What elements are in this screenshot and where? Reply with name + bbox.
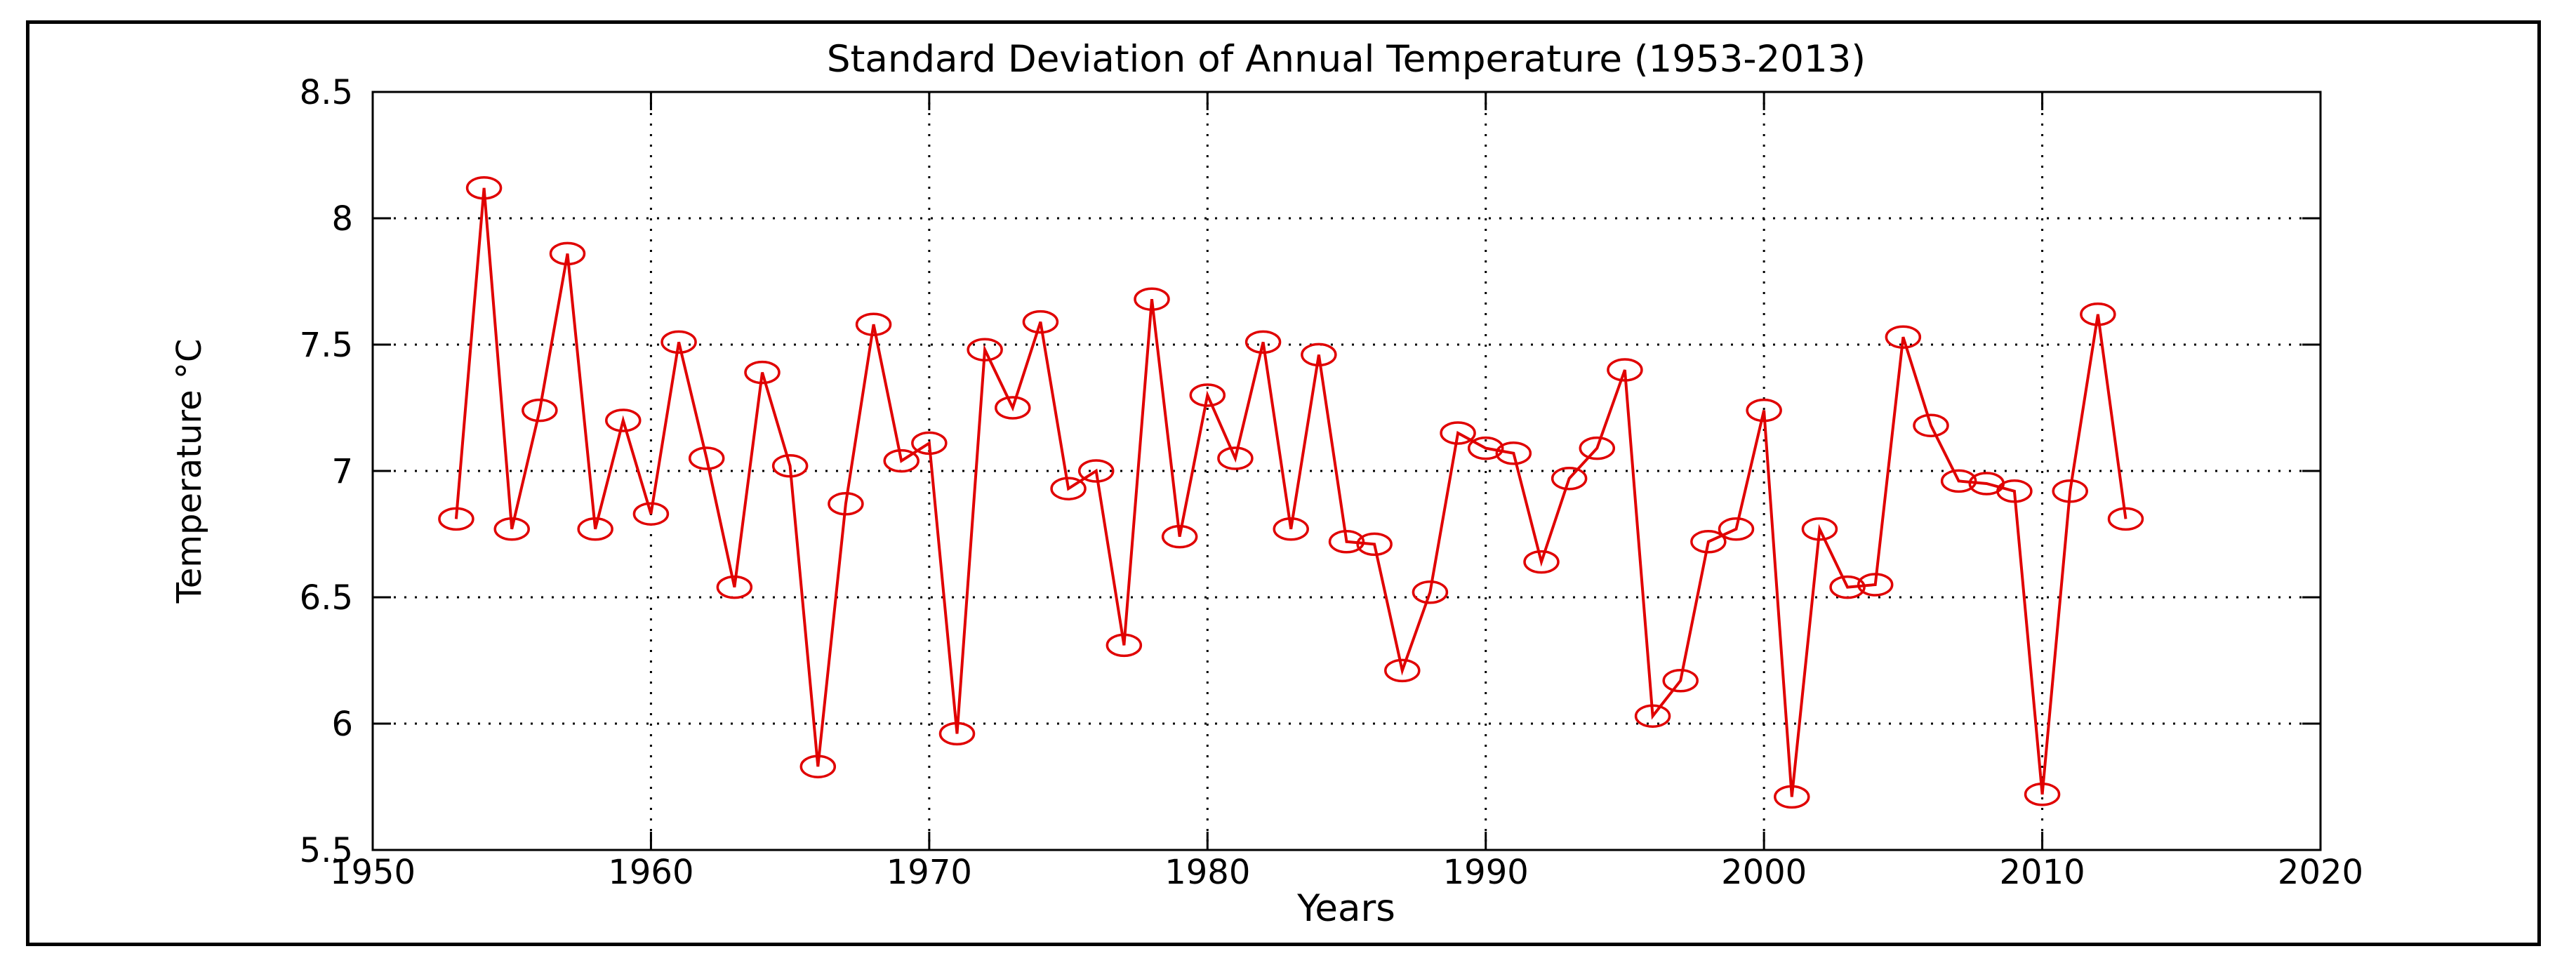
chart-title: Standard Deviation of Annual Temperature… bbox=[827, 38, 1866, 81]
data-point bbox=[1217, 446, 1254, 470]
data-point bbox=[1607, 358, 1643, 382]
data-point bbox=[1801, 517, 1838, 541]
data-point bbox=[771, 454, 809, 478]
plot-border bbox=[371, 91, 2322, 851]
data-point bbox=[1885, 325, 1922, 349]
data-point bbox=[1106, 633, 1143, 658]
y-axis-ticks: 5.5 6 6.5 7 7.5 8 8.5 bbox=[300, 73, 2321, 870]
x-tick-label: 2000 bbox=[1721, 853, 1807, 892]
series-line bbox=[454, 187, 2127, 797]
plot-area bbox=[373, 92, 2321, 850]
y-tick-label: 6 bbox=[331, 705, 353, 744]
y-tick-label: 7.5 bbox=[300, 326, 353, 365]
data-point bbox=[1913, 413, 1949, 437]
y-tick-label: 8 bbox=[331, 199, 353, 239]
data-point bbox=[828, 492, 864, 516]
data-point bbox=[1523, 550, 1560, 574]
data-point bbox=[1412, 580, 1449, 604]
data-point bbox=[855, 312, 892, 336]
data-point bbox=[744, 360, 781, 385]
data-point bbox=[1077, 459, 1115, 483]
x-tick-label: 1980 bbox=[1164, 853, 1250, 892]
data-point bbox=[1662, 669, 1699, 693]
x-tick-label: 1960 bbox=[608, 853, 693, 892]
data-point bbox=[1022, 310, 1059, 334]
data-point bbox=[1940, 469, 1977, 493]
data-point bbox=[1718, 517, 1755, 541]
x-axis-ticks: 1950 1960 1970 1980 1990 2000 2010 2020 bbox=[330, 92, 2363, 892]
x-tick-label: 1950 bbox=[330, 853, 416, 892]
data-point bbox=[1996, 479, 2033, 503]
data-point bbox=[1328, 530, 1365, 554]
y-tick-label: 6.5 bbox=[300, 578, 353, 618]
data-point bbox=[1634, 704, 1671, 728]
data-point bbox=[1356, 532, 1393, 557]
data-point bbox=[1244, 330, 1282, 354]
data-series bbox=[438, 176, 2144, 809]
data-point bbox=[688, 446, 725, 470]
data-point bbox=[1161, 524, 1198, 549]
data-point bbox=[911, 431, 948, 456]
data-point bbox=[522, 398, 558, 423]
data-point bbox=[1774, 785, 1810, 809]
data-point bbox=[1551, 467, 1588, 491]
y-tick-label: 7 bbox=[331, 452, 353, 491]
x-tick-label: 2010 bbox=[1999, 853, 2085, 892]
data-point bbox=[660, 330, 697, 354]
x-axis-label: Years bbox=[1296, 887, 1395, 930]
data-point bbox=[995, 396, 1031, 420]
data-point bbox=[1273, 517, 1309, 541]
data-point bbox=[1467, 436, 1504, 460]
data-point bbox=[2024, 783, 2061, 806]
data-point bbox=[2052, 479, 2088, 503]
data-point bbox=[1690, 530, 1727, 554]
data-point bbox=[799, 755, 837, 778]
data-point bbox=[549, 241, 586, 266]
data-point bbox=[1189, 383, 1226, 407]
y-tick-label: 5.5 bbox=[300, 831, 353, 870]
data-point bbox=[1301, 343, 1337, 367]
data-point bbox=[1384, 658, 1421, 683]
data-point bbox=[716, 575, 753, 599]
data-point bbox=[1579, 436, 1616, 460]
data-point bbox=[438, 507, 474, 531]
data-point bbox=[1857, 573, 1894, 597]
data-point bbox=[1134, 287, 1170, 311]
x-tick-label: 1970 bbox=[887, 853, 972, 892]
data-point bbox=[465, 176, 503, 200]
data-point bbox=[632, 502, 670, 526]
data-point bbox=[883, 448, 919, 473]
data-point bbox=[493, 517, 530, 541]
data-point bbox=[577, 517, 613, 541]
data-point bbox=[2107, 507, 2144, 531]
data-point bbox=[967, 338, 1003, 361]
grid-lines bbox=[373, 92, 2321, 850]
data-point bbox=[938, 722, 976, 746]
data-point bbox=[1746, 398, 1782, 423]
data-point bbox=[1495, 441, 1532, 465]
data-point bbox=[2080, 303, 2116, 326]
data-point bbox=[605, 408, 642, 432]
figure-frame bbox=[26, 20, 2541, 946]
data-point bbox=[1829, 575, 1866, 599]
data-point bbox=[1440, 421, 1476, 445]
x-tick-label: 1990 bbox=[1443, 853, 1529, 892]
data-point bbox=[1050, 477, 1087, 500]
y-tick-label: 8.5 bbox=[300, 73, 353, 112]
y-axis-label: Temperature °C bbox=[170, 339, 209, 604]
x-tick-label: 2020 bbox=[2278, 853, 2363, 892]
